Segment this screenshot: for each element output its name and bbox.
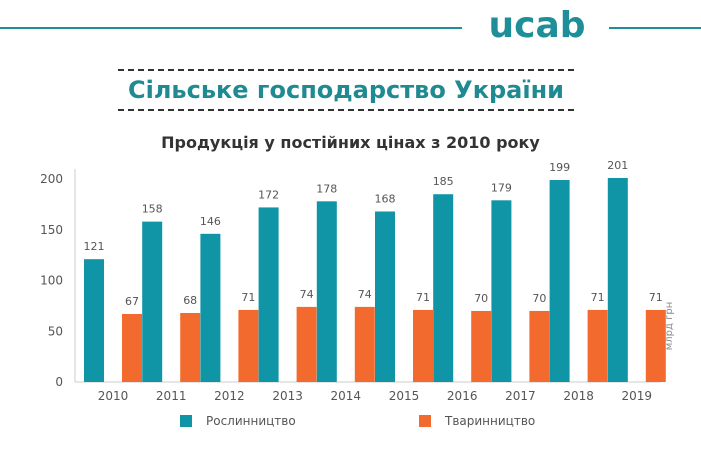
bar-crop: [258, 207, 279, 382]
bar-crop: [549, 180, 570, 382]
bar-livestock: [587, 309, 608, 382]
legend-swatch-series-1: [419, 415, 431, 427]
x-tick-label: 2016: [447, 389, 478, 403]
data-label: 74: [358, 288, 372, 301]
bar-crop: [142, 221, 163, 382]
bar-livestock: [413, 309, 433, 382]
x-tick-label: 2018: [563, 389, 594, 403]
data-label: 121: [84, 240, 105, 253]
bar-crop: [316, 201, 337, 382]
bar-livestock: [238, 309, 259, 382]
data-label: 199: [549, 161, 570, 174]
legend-swatch-series-0: [180, 415, 192, 427]
x-tick-label: 2015: [389, 389, 420, 403]
bar-crop: [200, 233, 221, 382]
data-label: 70: [474, 292, 488, 305]
bar-livestock: [122, 313, 142, 382]
bar-livestock: [645, 309, 666, 382]
legend-item-series-0: Рослинництво: [180, 414, 296, 428]
legend-item-series-1: Тваринництво: [419, 414, 535, 428]
bar-livestock: [354, 306, 375, 382]
data-label: 146: [200, 215, 221, 228]
x-tick-label: 2010: [98, 389, 129, 403]
data-label: 172: [258, 188, 279, 201]
y-tick-label: 0: [55, 375, 63, 389]
y-tick-label: 150: [40, 223, 63, 237]
bar-crop: [375, 211, 395, 382]
y-tick-label: 200: [40, 172, 63, 186]
x-tick-label: 2019: [622, 389, 653, 403]
data-label: 70: [532, 292, 546, 305]
x-tick-label: 2013: [272, 389, 303, 403]
data-label: 158: [142, 203, 163, 216]
y-axis-label: млрд грн: [664, 302, 675, 351]
legend-label-series-0: Рослинництво: [206, 414, 296, 428]
data-label: 178: [316, 182, 337, 195]
page-title: Сільське господарство України: [128, 76, 564, 104]
bar-livestock: [471, 310, 492, 382]
bar-livestock: [296, 306, 317, 382]
bar-crop: [491, 200, 512, 382]
data-label: 179: [491, 181, 512, 194]
legend-label-series-1: Тваринництво: [445, 414, 536, 428]
x-tick-label: 2012: [214, 389, 245, 403]
data-label: 74: [300, 288, 314, 301]
data-label: 71: [241, 291, 255, 304]
x-tick-label: 2017: [505, 389, 536, 403]
y-tick-label: 50: [48, 324, 63, 338]
bar-crop: [84, 259, 104, 382]
chart-title: Продукція у постійних цінах з 2010 року: [161, 133, 540, 152]
data-label: 201: [607, 159, 628, 172]
header-line-right: [609, 27, 701, 29]
bar-crop: [433, 194, 454, 382]
data-label: 67: [125, 295, 139, 308]
data-label: 71: [591, 291, 605, 304]
data-label: 168: [375, 192, 396, 205]
ucab-logo: ucab: [488, 5, 586, 46]
data-label: 71: [649, 291, 663, 304]
x-tick-label: 2011: [156, 389, 187, 403]
bar-crop: [607, 177, 628, 382]
page-banner: Сільське господарство України: [118, 69, 574, 111]
data-label: 71: [416, 291, 430, 304]
bar-livestock: [180, 312, 201, 382]
data-label: 185: [433, 175, 454, 188]
y-tick-label: 100: [40, 274, 63, 288]
bar-livestock: [529, 310, 550, 382]
data-label: 68: [183, 294, 197, 307]
header-line-left: [0, 27, 462, 29]
x-tick-label: 2014: [331, 389, 362, 403]
